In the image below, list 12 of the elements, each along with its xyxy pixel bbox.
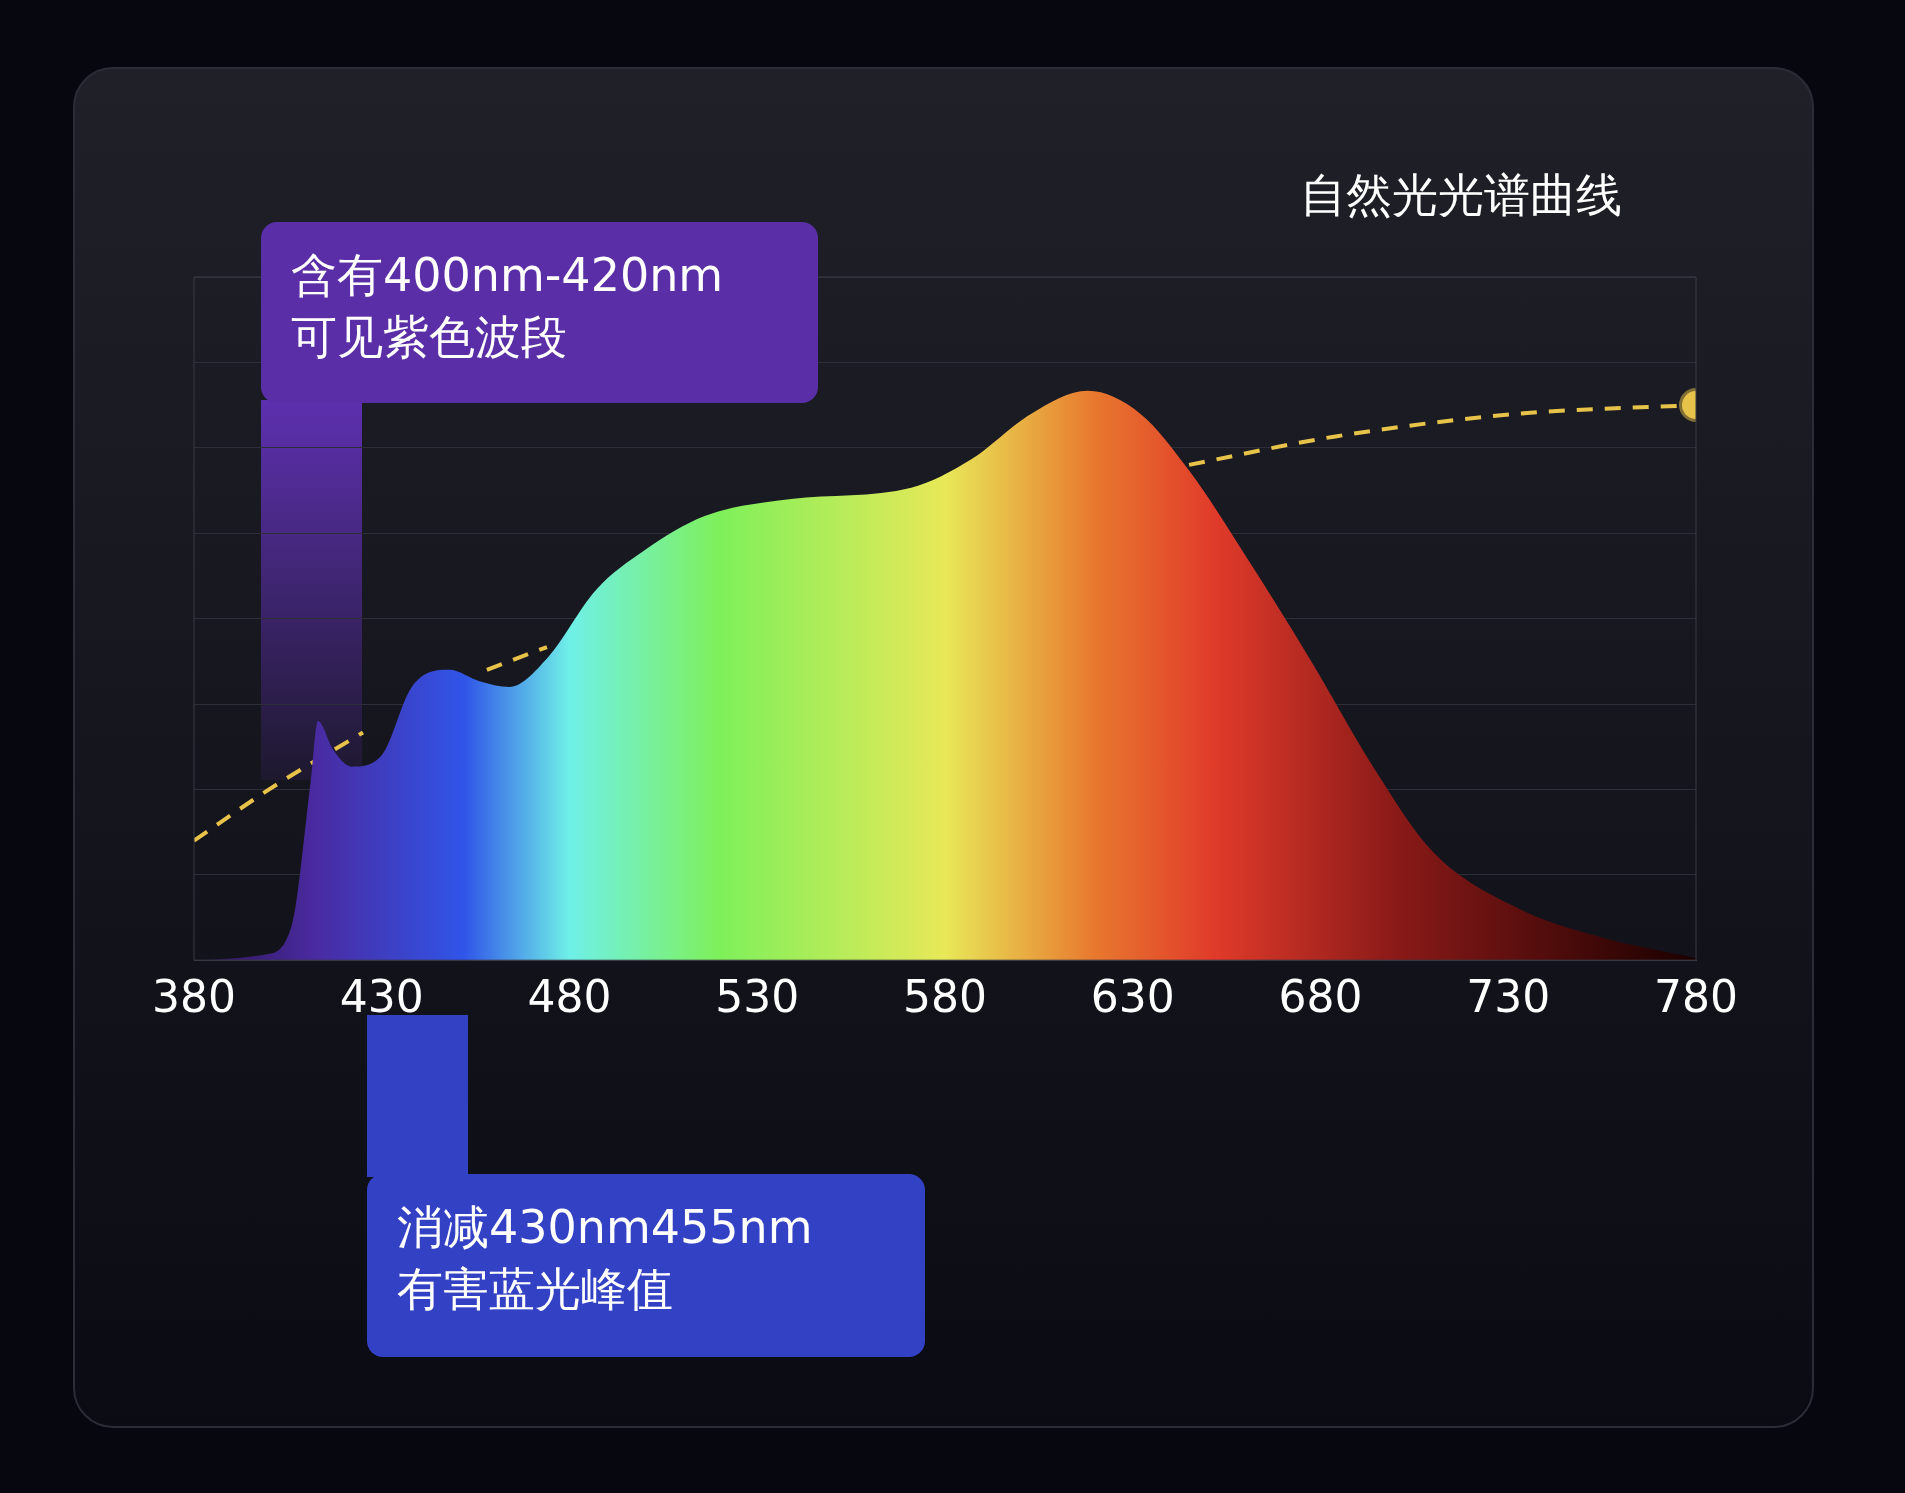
x-tick-label: 530: [715, 971, 800, 1023]
x-tick-label: 430: [339, 971, 424, 1023]
x-tick-label: 680: [1278, 971, 1363, 1023]
x-tick-label: 480: [527, 971, 612, 1023]
x-tick-label: 730: [1466, 971, 1551, 1023]
x-tick-label: 380: [152, 971, 236, 1023]
chart-title: 自然光光谱曲线: [1300, 167, 1622, 224]
text: 消减430nm455nm 有害蓝光峰值: [367, 1174, 925, 1357]
x-tick-label: 630: [1090, 971, 1175, 1023]
x-tick-label: 580: [903, 971, 987, 1023]
text: 含有400nm-420nm 可见紫色波段: [261, 222, 818, 403]
x-tick-label: 780: [1654, 971, 1738, 1023]
